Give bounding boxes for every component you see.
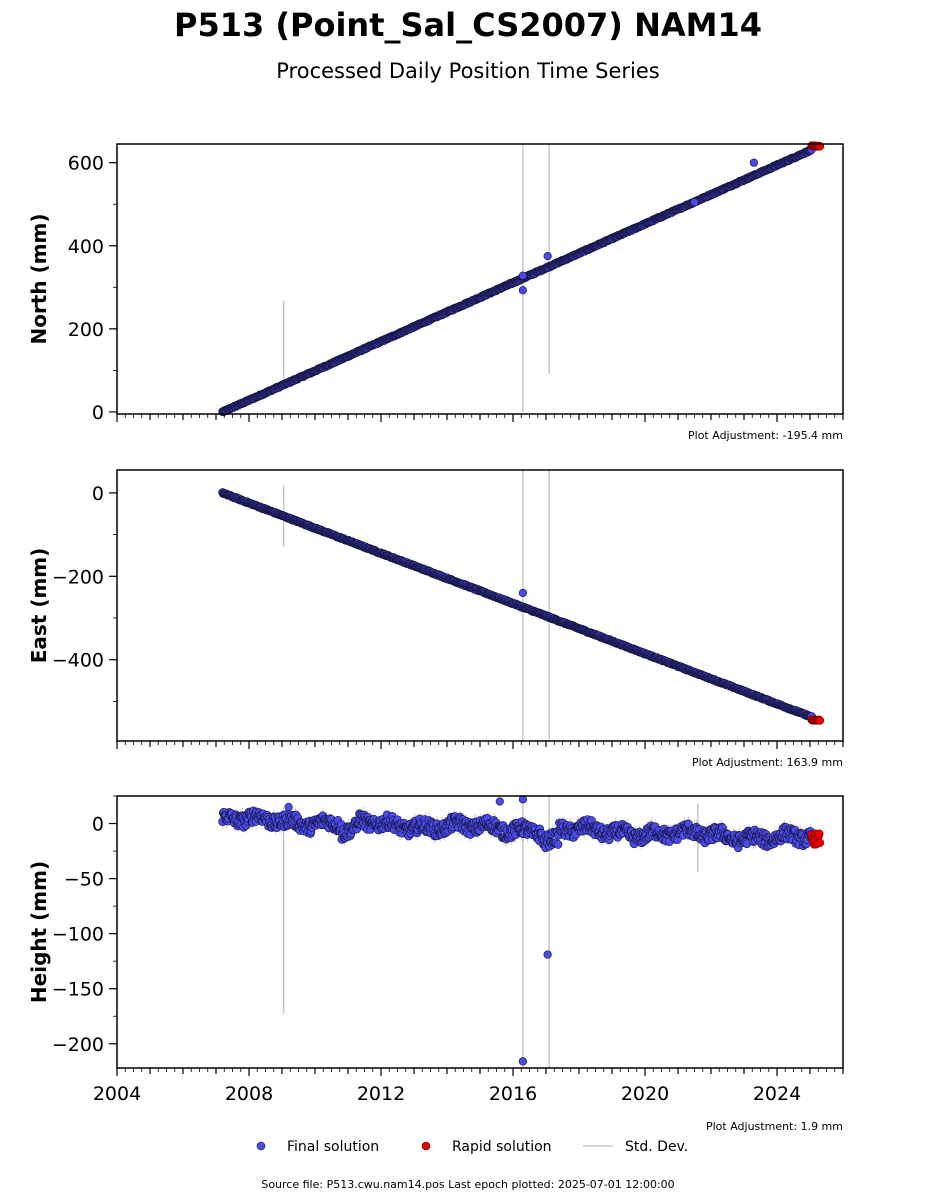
legend-rapid-label: Rapid solution <box>452 1139 552 1155</box>
y-tick-label: −400 <box>52 650 104 672</box>
outlier-point <box>543 950 552 959</box>
chart-subtitle: Processed Daily Position Time Series <box>276 59 660 83</box>
outlier-point <box>495 797 504 806</box>
rapid-solution-series <box>807 715 825 725</box>
x-tick-label: 2008 <box>225 1083 273 1105</box>
y-tick-label: −50 <box>64 869 104 891</box>
plot-frame <box>116 469 844 742</box>
y-tick-label: 600 <box>68 153 104 175</box>
final-solution-point <box>553 840 563 849</box>
y-axis-label: North (mm) <box>27 213 51 344</box>
final-solution-series <box>218 145 816 417</box>
outlier-point <box>749 158 759 167</box>
outlier-point <box>518 1057 528 1066</box>
x-tick-label: 2016 <box>489 1083 537 1105</box>
outlier-point <box>518 271 528 280</box>
x-tick-label: 2004 <box>93 1083 141 1105</box>
final-solution-series <box>218 806 816 855</box>
plot-adjustment-note: Plot Adjustment: 163.9 mm <box>692 756 843 769</box>
legend-final-marker <box>256 1141 266 1151</box>
plot-adjustment-note: Plot Adjustment: 1.9 mm <box>706 1120 843 1133</box>
outlier-point <box>518 588 528 598</box>
outlier-point <box>284 802 293 812</box>
chart-title: P513 (Point_Sal_CS2007) NAM14 <box>174 6 762 44</box>
y-tick-label: −100 <box>52 924 104 946</box>
y-tick-label: −150 <box>52 979 104 1001</box>
rapid-solution-series <box>807 829 825 849</box>
y-tick-label: 200 <box>68 319 104 341</box>
rapid-solution-point <box>815 716 825 725</box>
legend-final-label: Final solution <box>287 1139 379 1155</box>
rapid-solution-point <box>815 829 824 839</box>
y-axis-label: East (mm) <box>27 548 51 664</box>
plot-adjustment-note: Plot Adjustment: -195.4 mm <box>688 429 843 442</box>
y-tick-label: 400 <box>68 236 104 258</box>
legend: Final solution Rapid solution Std. Dev. <box>256 1139 688 1155</box>
source-note: Source file: P513.cwu.nam14.pos Last epo… <box>261 1178 674 1191</box>
legend-rapid-marker <box>421 1141 431 1151</box>
rapid-solution-point <box>815 838 825 848</box>
y-tick-label: −200 <box>52 566 104 588</box>
rapid-solution-series <box>807 141 825 151</box>
legend-stddev-label: Std. Dev. <box>625 1139 688 1155</box>
outlier-point <box>690 198 699 207</box>
x-tick-label: 2020 <box>621 1083 669 1105</box>
y-tick-label: 0 <box>92 814 104 836</box>
outlier-point <box>543 252 552 261</box>
panel-1: 0 200 400 600 North (mm) Plot Adjustment: -19… <box>27 141 844 442</box>
y-axis-label: Height (mm) <box>27 861 51 1003</box>
final-solution-series <box>218 488 816 722</box>
y-tick-label: −200 <box>52 1034 104 1056</box>
x-tick-label: 2024 <box>753 1083 801 1105</box>
x-tick-label: 2012 <box>357 1083 405 1105</box>
y-tick-label: 0 <box>92 402 104 424</box>
y-tick-label: 0 <box>92 483 104 505</box>
outlier-point <box>518 286 528 295</box>
panel-3: 0 −50 −100 −150 −200 Height (mm) Plot Adjustme… <box>27 795 844 1133</box>
